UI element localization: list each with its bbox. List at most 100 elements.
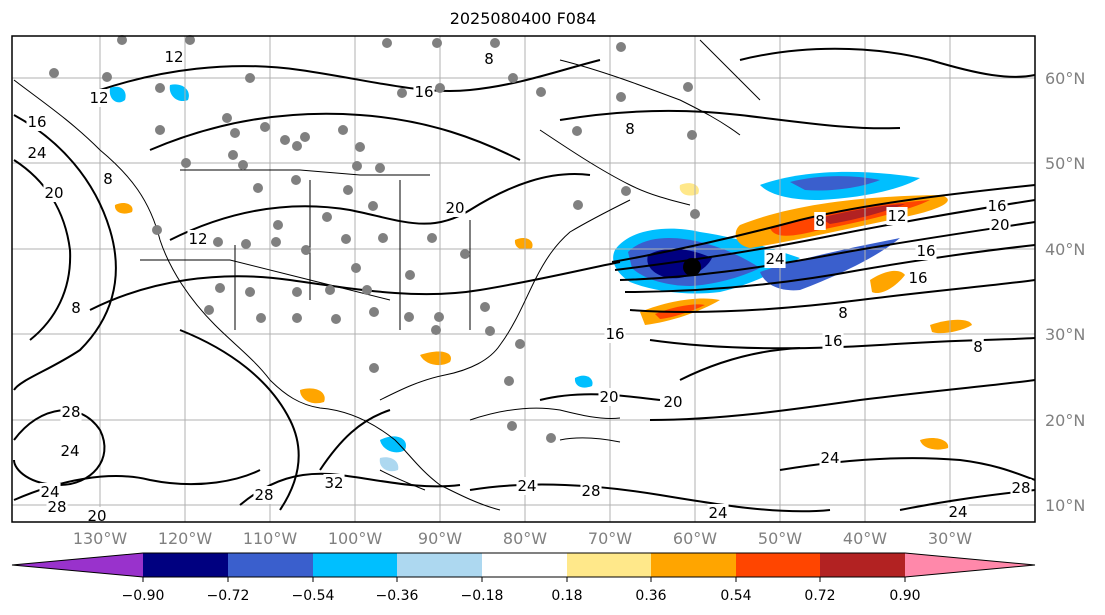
colorbar-tick-label: 0.54 bbox=[720, 588, 751, 604]
contour-label: 28 bbox=[254, 486, 273, 504]
lat-label: 40°N bbox=[1045, 240, 1085, 259]
contour-label-halo bbox=[323, 474, 345, 492]
colorbar-tick-label: −0.72 bbox=[207, 588, 250, 604]
colorbar-segment bbox=[143, 553, 228, 577]
figure-title: 2025080400 F084 bbox=[450, 9, 597, 28]
colorbar-tick-label: −0.18 bbox=[461, 588, 504, 604]
contour-label-halo bbox=[707, 504, 729, 522]
lon-label: 120°W bbox=[158, 529, 213, 548]
contour-label: 24 bbox=[820, 449, 839, 467]
contour-label: 16 bbox=[823, 332, 842, 350]
low-center-marker bbox=[683, 258, 701, 276]
contour-label: 20 bbox=[663, 393, 682, 411]
contour-label-halo bbox=[947, 503, 969, 521]
lon-labels: 130°W 120°W 110°W 100°W 90°W 80°W 70°W 6… bbox=[73, 529, 972, 548]
lat-label: 10°N bbox=[1045, 496, 1085, 515]
colorbar-segment bbox=[313, 553, 397, 577]
contour-label: 12 bbox=[164, 48, 183, 66]
colorbar-segment bbox=[397, 553, 482, 577]
contour-label-halo bbox=[187, 230, 209, 248]
contour-label-halo bbox=[43, 184, 65, 202]
lon-label: 30°W bbox=[928, 529, 972, 548]
contour-label: 12 bbox=[89, 89, 108, 107]
contour-label-halo bbox=[26, 144, 48, 162]
contour-label: 16 bbox=[414, 83, 433, 101]
contour-label: 20 bbox=[445, 199, 464, 217]
colorbar-tick-label: −0.90 bbox=[122, 588, 165, 604]
colorbar-segment bbox=[567, 553, 651, 577]
contour-label: 20 bbox=[87, 507, 106, 525]
contour-label-halo bbox=[516, 477, 538, 495]
contour-label: 8 bbox=[838, 304, 848, 322]
contour-label: 8 bbox=[484, 50, 494, 68]
gridlines bbox=[12, 36, 1035, 522]
contour-label-halo bbox=[764, 250, 786, 268]
colorbar-segment bbox=[820, 553, 905, 577]
contour-label-halo bbox=[604, 325, 626, 343]
contour-label: 24 bbox=[40, 483, 59, 501]
contour-label-halo bbox=[598, 388, 620, 406]
contour-label: 24 bbox=[517, 477, 536, 495]
map-area: 12 8 16 12 16 8 20 24 8 12 8 16 20 16 24… bbox=[11, 35, 1036, 525]
lon-label: 80°W bbox=[503, 529, 547, 548]
lon-label: 40°W bbox=[843, 529, 887, 548]
contour-label-halo bbox=[819, 449, 841, 467]
contour-label-halo bbox=[986, 197, 1008, 215]
colorbar-segment bbox=[736, 553, 820, 577]
colorbar-segment bbox=[228, 553, 313, 577]
colorbar-extend-left bbox=[12, 553, 143, 577]
lat-label: 60°N bbox=[1045, 69, 1085, 88]
contour-label: 16 bbox=[605, 325, 624, 343]
lon-label: 70°W bbox=[588, 529, 632, 548]
contour-label-halo bbox=[60, 403, 82, 421]
colorbar-tick-label: −0.54 bbox=[292, 588, 335, 604]
colorbar-extend-right bbox=[905, 553, 1035, 577]
contour-label-halo bbox=[814, 212, 826, 230]
colorbar-tick-label: 0.18 bbox=[551, 588, 582, 604]
contour-label-halo bbox=[102, 170, 114, 188]
contour-label: 28 bbox=[47, 498, 66, 516]
contour-label-halo bbox=[46, 498, 68, 516]
contour-label-halo bbox=[70, 299, 82, 317]
contour-label: 28 bbox=[61, 403, 80, 421]
contour-label-halo bbox=[915, 242, 937, 260]
contour-label-halo bbox=[59, 442, 81, 460]
lat-label: 30°N bbox=[1045, 325, 1085, 344]
contour-label: 8 bbox=[625, 120, 635, 138]
contour-label-halo bbox=[163, 48, 185, 66]
contour-label: 20 bbox=[599, 388, 618, 406]
contour-label-halo bbox=[26, 113, 48, 131]
coastlines bbox=[13, 39, 761, 511]
colorbar-tick-label: 0.72 bbox=[804, 588, 835, 604]
contour-label-halo bbox=[86, 507, 108, 525]
contour-label-halo bbox=[886, 207, 908, 225]
contour-label-halo bbox=[907, 269, 929, 287]
contour-label: 20 bbox=[44, 184, 63, 202]
contour-label: 24 bbox=[60, 442, 79, 460]
contour-label: 8 bbox=[973, 338, 983, 356]
contour-label-halo bbox=[483, 50, 495, 68]
contour-label: 16 bbox=[27, 113, 46, 131]
contour-label-halo bbox=[1010, 479, 1032, 497]
contour-label: 16 bbox=[908, 269, 927, 287]
lat-label: 20°N bbox=[1045, 411, 1085, 430]
contour-label-halo bbox=[624, 120, 636, 138]
contour-label: 28 bbox=[581, 482, 600, 500]
contour-label-halo bbox=[39, 483, 61, 501]
lat-label: 50°N bbox=[1045, 154, 1085, 173]
contour-label: 16 bbox=[987, 197, 1006, 215]
contour-label: 24 bbox=[708, 504, 727, 522]
lon-label: 100°W bbox=[328, 529, 383, 548]
contour-label: 12 bbox=[887, 207, 906, 225]
contour-label-halo bbox=[413, 83, 435, 101]
contour-label: 28 bbox=[1011, 479, 1030, 497]
lon-label: 110°W bbox=[243, 529, 298, 548]
station-dots bbox=[49, 35, 700, 443]
contour-label-halo bbox=[822, 332, 844, 350]
contour-label-halo bbox=[662, 393, 684, 411]
lon-label: 50°W bbox=[758, 529, 802, 548]
contour-label: 20 bbox=[990, 216, 1009, 234]
contour-label-halo bbox=[580, 482, 602, 500]
colorbar-tick-label: 0.90 bbox=[889, 588, 920, 604]
